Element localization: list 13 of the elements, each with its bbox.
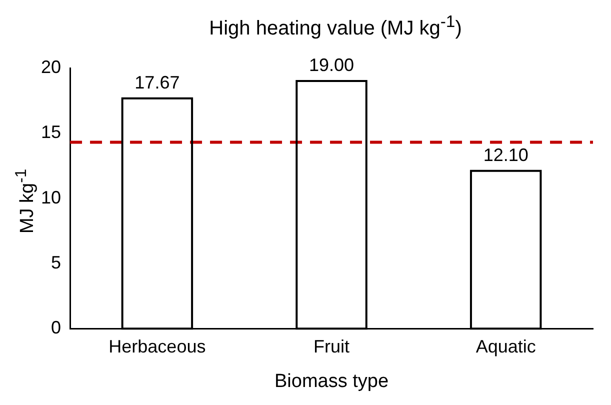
y-tick-label: 0 bbox=[51, 318, 62, 338]
x-tick-label: Fruit bbox=[314, 336, 350, 356]
x-tick-label: Aquatic bbox=[476, 336, 536, 356]
y-tick-label: 5 bbox=[51, 252, 62, 272]
data-label: 19.00 bbox=[308, 55, 354, 75]
x-axis-title: Biomass type bbox=[274, 370, 389, 392]
y-tick-label: 10 bbox=[40, 187, 62, 208]
x-tick-label: Herbaceous bbox=[108, 336, 206, 356]
data-label: 17.67 bbox=[134, 72, 180, 92]
data-label: 12.10 bbox=[483, 144, 528, 165]
chart-title: High heating value (MJ kg$^{-1}$) bbox=[208, 12, 463, 41]
y-tick-label: 20 bbox=[40, 56, 62, 77]
y-tick-label: 15 bbox=[40, 122, 62, 142]
